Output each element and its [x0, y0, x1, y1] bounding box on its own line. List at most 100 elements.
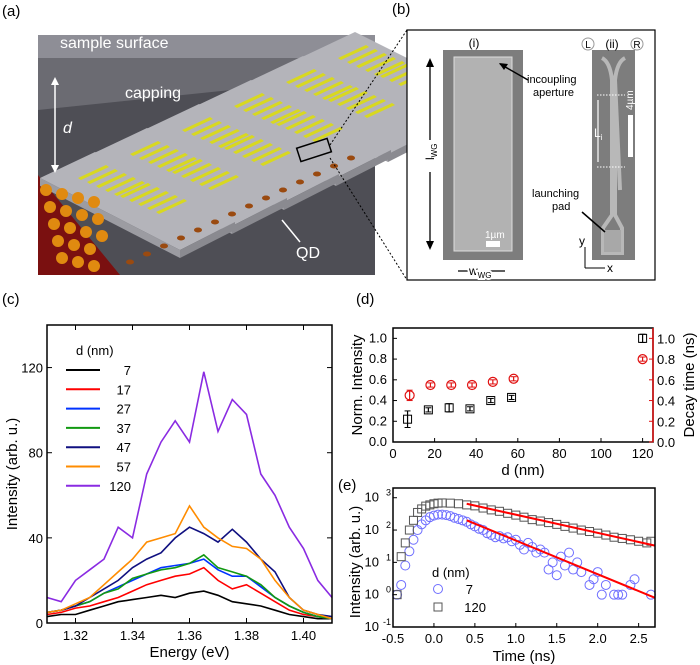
x-tick-label: 0.5	[466, 631, 484, 646]
data-point-intensity	[444, 403, 454, 413]
y-axis-label: Intensity (arb. u.)	[347, 506, 364, 619]
series-line-17	[46, 566, 333, 620]
label-L: L	[585, 40, 591, 51]
quantum-dot	[72, 192, 84, 204]
data-point-7nm	[400, 560, 411, 571]
data-point-intensity	[423, 405, 433, 415]
width-label-sub: WG	[478, 271, 492, 280]
terrace-front-face	[232, 198, 287, 234]
quantum-dot-buried	[211, 219, 219, 225]
legend-marker-120	[433, 602, 443, 612]
metal-bar	[78, 165, 109, 180]
data-point-120nm	[396, 552, 406, 562]
metal-bar	[312, 127, 343, 142]
x-tick-label: 1.32	[63, 628, 88, 643]
x-tick-label: 1.36	[177, 628, 202, 643]
y-tick-label: 10	[365, 587, 379, 602]
metal-bar	[218, 133, 249, 148]
data-point-7nm	[539, 547, 550, 558]
y2-tick-label: 0.2	[657, 414, 675, 429]
quantum-dot	[68, 239, 80, 251]
y2-tick-label: 0.6	[657, 373, 675, 388]
metal-bar	[120, 183, 151, 198]
x-tick-label: 120	[632, 446, 654, 461]
launching-pad	[604, 230, 621, 252]
metal-bar	[209, 129, 240, 144]
axis-x-label: x	[607, 261, 613, 275]
zoom-line-top	[329, 29, 408, 146]
data-point-7nm	[433, 509, 444, 520]
metal-bar	[260, 151, 291, 166]
data-point-7nm	[547, 557, 558, 568]
data-point-decay	[466, 379, 478, 391]
panel-label-d: (d)	[356, 291, 374, 308]
x-tick-label: 2.0	[589, 631, 607, 646]
metal-bar	[242, 143, 273, 158]
quantum-dot	[92, 213, 104, 225]
quantum-dot	[60, 205, 72, 217]
legend-label-57: 57	[117, 460, 131, 475]
data-point-120nm	[445, 498, 455, 508]
metal-bar	[156, 199, 187, 214]
legend-title: d (nm)	[432, 565, 470, 580]
series-line-7	[46, 590, 332, 620]
data-point-7nm	[408, 534, 419, 545]
waveguide-i	[453, 56, 513, 252]
quantum-dot	[88, 260, 100, 272]
data-point-decay	[404, 390, 415, 401]
x-tick-label: 0.0	[425, 631, 443, 646]
series-line-120	[46, 371, 333, 603]
metal-bar	[208, 175, 239, 190]
metal-bar	[380, 63, 411, 78]
sample-surface-label: sample surface	[60, 35, 169, 52]
metal-bar	[139, 145, 170, 160]
metal-bar	[355, 99, 386, 114]
metal-bar	[130, 141, 161, 156]
quantum-dot-buried	[126, 259, 134, 265]
metal-bar	[374, 61, 405, 76]
y-tick-label: 10	[365, 522, 379, 537]
metal-bar	[181, 163, 212, 178]
legend-label-120: 120	[109, 479, 131, 494]
fit-line	[466, 519, 656, 599]
metal-bar	[87, 169, 118, 184]
length-label: lWG	[423, 144, 439, 160]
x-tick-label: -0.5	[382, 631, 404, 646]
y-tick-exponent: 0	[386, 585, 391, 595]
qd-label: QD	[296, 245, 320, 262]
data-point-decay	[637, 353, 648, 365]
y-tick-exponent: 2	[386, 520, 391, 530]
quantum-dot	[52, 235, 64, 247]
quantum-dot-buried	[160, 243, 168, 249]
metal-bar	[190, 167, 221, 182]
quantum-dot-buried	[143, 251, 151, 257]
x-tick-label: 60	[511, 446, 525, 461]
metal-bar	[157, 153, 188, 168]
metal-bar	[294, 119, 325, 134]
width-label-main: w	[468, 264, 478, 278]
y-tick-label: 0.8	[369, 351, 387, 366]
y2-tick-label: 0.8	[657, 352, 675, 367]
metal-bar	[356, 53, 387, 68]
incoupling-label-2: aperture	[533, 87, 574, 99]
zoom-line-bottom	[329, 157, 408, 281]
data-point-decay	[508, 373, 519, 384]
width-label: wWG	[468, 264, 491, 280]
data-point-120nm	[408, 515, 418, 525]
data-point-decay	[487, 376, 498, 387]
y-tick-label: 0.4	[369, 393, 387, 408]
data-point-120nm	[454, 499, 463, 509]
x-tick-label: 20	[427, 446, 441, 461]
li-label-main: L	[594, 126, 601, 140]
data-point-intensity	[638, 333, 648, 343]
data-point-7nm	[551, 570, 562, 581]
panel-label-c: (c)	[2, 291, 20, 308]
quantum-dot-buried	[330, 163, 338, 169]
legend-label-27: 27	[117, 402, 131, 417]
quantum-dots	[40, 155, 355, 272]
metal-bar	[234, 93, 265, 108]
y-tick-label: 80	[29, 446, 43, 461]
legend-marker-7	[433, 584, 443, 594]
launching-arrow	[581, 211, 606, 233]
